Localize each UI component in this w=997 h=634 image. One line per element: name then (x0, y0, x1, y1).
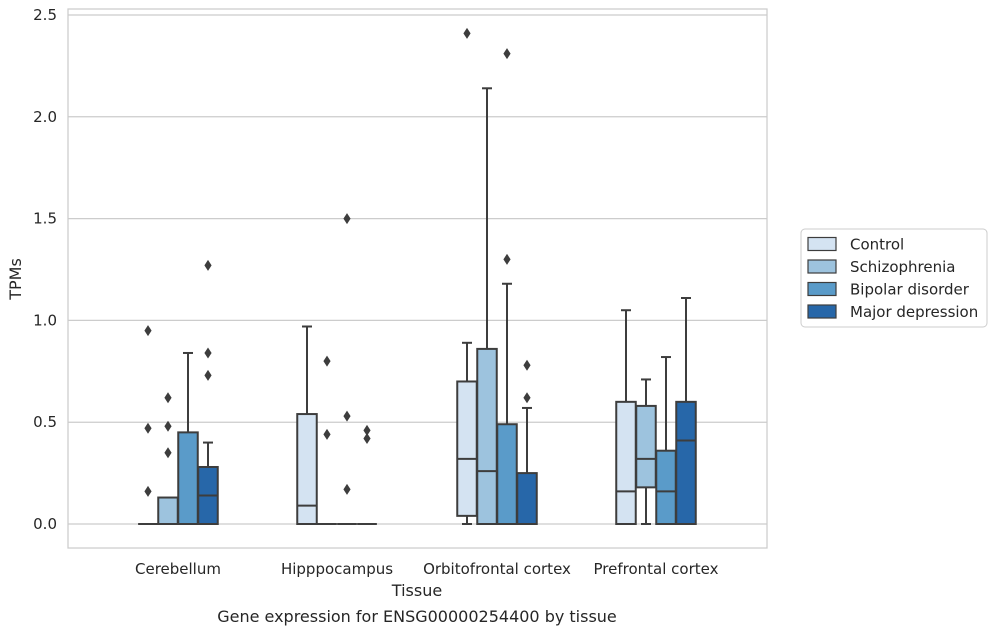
outlier-point (144, 485, 152, 497)
legend-frame (800, 228, 988, 328)
outlier-point (343, 213, 351, 225)
legend-swatch (807, 236, 837, 252)
box-body (675, 400, 697, 525)
y-axis-ticks: 0.0 0.5 1.0 1.5 2.0 2.5 (33, 6, 57, 533)
plot-frame (67, 8, 768, 549)
outlier-point (343, 410, 351, 422)
box-body (635, 404, 657, 489)
box-body (615, 400, 637, 525)
y-tick-label: 2.0 (33, 108, 57, 126)
chart-caption: Gene expression for ENSG00000254400 by t… (217, 607, 617, 626)
box-body (516, 472, 538, 526)
box-schizophrenia (317, 355, 337, 525)
legend-label: Schizophrenia (850, 258, 955, 276)
legend-swatch (807, 304, 837, 319)
outlier-point (323, 428, 331, 440)
outlier-point (204, 347, 212, 359)
box-body (476, 347, 498, 525)
x-axis-ticks: Cerebellum Hipppocampus Orbitofrontal cort… (135, 560, 719, 578)
outlier-point (144, 325, 152, 337)
box-schizophrenia (635, 378, 657, 525)
box-control (138, 325, 158, 525)
box-body (655, 449, 677, 526)
outlier-point (164, 447, 172, 459)
x-tick-label: Orbitofrontal cortex (423, 560, 571, 578)
x-tick-label: Prefrontal cortex (594, 560, 719, 578)
outlier-point (164, 420, 172, 432)
legend-label: Major depression (850, 303, 978, 321)
outlier-point (523, 392, 531, 404)
box-schizophrenia (157, 392, 179, 526)
box-bipolar-disorder (655, 356, 677, 526)
legend-label: Control (850, 236, 904, 254)
y-tick-label: 1.5 (33, 210, 57, 228)
x-axis-label: Tissue (391, 581, 442, 600)
box-body (296, 413, 318, 525)
legend-swatch (807, 259, 837, 274)
outlier-point (503, 48, 511, 60)
y-tick-label: 2.5 (33, 6, 57, 24)
legend-swatch (807, 281, 837, 297)
y-tick-label: 0.0 (33, 515, 57, 533)
outlier-point (463, 27, 471, 39)
outlier-point (343, 483, 351, 495)
y-tick-label: 1.0 (33, 311, 57, 329)
box-control (456, 27, 478, 525)
box-body (496, 423, 518, 525)
box-series (138, 27, 697, 526)
outlier-point (144, 422, 152, 434)
box-body (157, 496, 179, 526)
x-tick-label: Cerebellum (135, 560, 221, 578)
box-major-depression (197, 259, 219, 526)
box-body (456, 380, 478, 517)
box-body (177, 431, 199, 526)
legend: Control Schizophrenia Bipolar disorder Majo… (800, 228, 988, 328)
outlier-point (204, 369, 212, 381)
x-tick-label: Hipppocampus (281, 560, 393, 578)
box-major-depression (516, 359, 538, 526)
outlier-point (204, 259, 212, 271)
box-bipolar-disorder (337, 213, 357, 525)
outlier-point (363, 432, 371, 444)
y-tick-label: 0.5 (33, 413, 57, 431)
y-axis-label: TPMs (6, 258, 25, 301)
outlier-point (363, 424, 371, 436)
box-major-depression (675, 297, 697, 525)
outlier-point (323, 355, 331, 367)
outlier-point (503, 253, 511, 265)
box-control (296, 325, 318, 525)
box-major-depression (357, 424, 377, 525)
outlier-point (164, 392, 172, 404)
legend-label: Bipolar disorder (850, 281, 970, 299)
box-bipolar-disorder (496, 48, 518, 525)
box-control (615, 309, 637, 525)
outlier-point (523, 359, 531, 371)
